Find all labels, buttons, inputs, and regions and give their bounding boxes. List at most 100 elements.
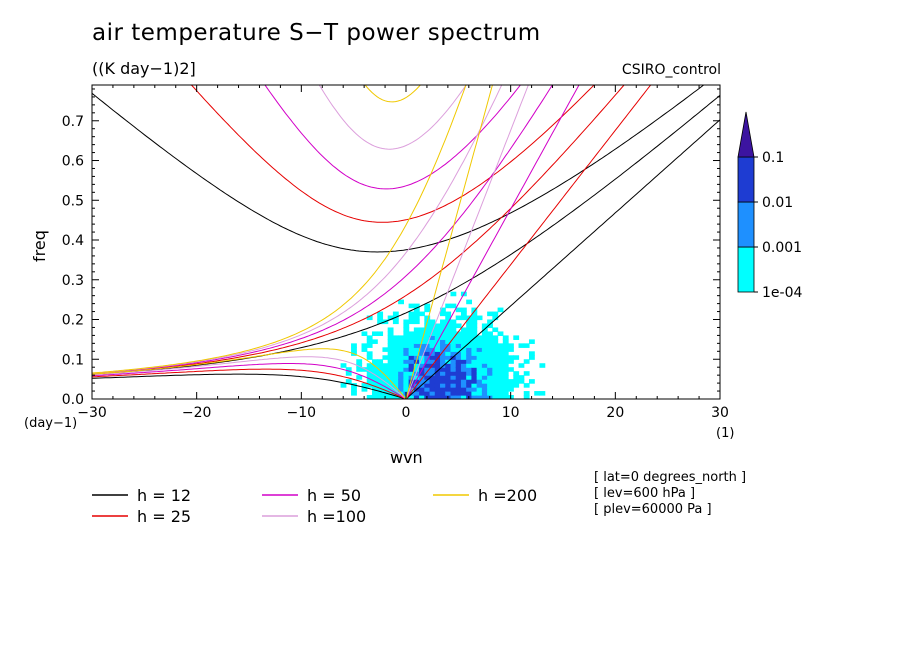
spectrum-cell: [361, 343, 368, 348]
spectrum-cell: [502, 335, 509, 340]
spectrum-cell: [382, 375, 389, 380]
spectrum-cell: [392, 387, 399, 392]
spectrum-cell: [424, 351, 431, 356]
spectrum-cell: [429, 383, 436, 388]
spectrum-cell: [440, 319, 446, 325]
spectrum-cell: [434, 383, 441, 388]
info-lat: [ lat=0 degrees_north ]: [594, 470, 747, 485]
spectrum-cell: [434, 335, 441, 340]
dispersion-100: [92, 85, 529, 399]
spectrum-cell: [492, 379, 499, 384]
spectrum-cell: [487, 379, 493, 384]
spectrum-cell: [408, 319, 415, 325]
spectrum-cell: [413, 307, 420, 313]
spectrum-cell: [445, 371, 452, 376]
spectrum-cell: [450, 375, 457, 380]
spectrum-cell: [445, 363, 452, 368]
spectrum-cell: [455, 383, 462, 388]
spectrum-cell: [351, 343, 357, 348]
spectrum-cell: [539, 391, 546, 396]
spectrum-cell: [398, 343, 404, 348]
spectrum-cell: [419, 371, 425, 376]
spectrum-cell: [481, 379, 488, 384]
spectrum-cell: [387, 315, 394, 321]
spectrum-cell: [413, 315, 420, 321]
legend-label: h =200: [478, 486, 537, 505]
x-tick-label: 20: [606, 405, 624, 421]
spectrum-cell: [523, 371, 530, 376]
spectrum-cell: [502, 363, 509, 368]
spectrum-cell: [460, 363, 467, 368]
spectrum-cell: [387, 391, 394, 396]
spectrum-cell: [492, 375, 499, 380]
colorbar-segment: [737, 246, 755, 293]
spectrum-cell: [382, 387, 389, 392]
legend-label: h = 12: [137, 486, 191, 505]
spectrum-cell: [413, 379, 420, 384]
spectrum-cell: [450, 351, 457, 356]
spectrum-cell: [497, 379, 504, 384]
spectrum-cell: [471, 315, 478, 321]
spectrum-cell: [440, 347, 446, 352]
spectrum-cell: [492, 311, 499, 317]
spectrum-cell: [466, 383, 473, 388]
spectrum-cell: [471, 339, 478, 344]
spectrum-cell: [471, 311, 478, 317]
spectrum-cell: [471, 331, 478, 337]
spectrum-cell: [466, 391, 473, 396]
spectrum-cell: [403, 335, 410, 340]
spectrum-cell: [471, 319, 478, 325]
units-label: ((K day−1)2]: [92, 59, 196, 78]
spectrum-cell: [356, 367, 363, 372]
spectrum-cell: [497, 367, 504, 372]
spectrum-cell: [392, 351, 399, 356]
spectrum-cell: [440, 343, 446, 348]
spectrum-cell: [481, 331, 488, 337]
spectrum-cell: [492, 343, 499, 348]
spectrum-cell: [513, 383, 520, 388]
spectrum-cell: [429, 379, 436, 384]
spectrum-cell: [398, 335, 404, 340]
spectrum-cell: [455, 363, 462, 368]
rossby-wave-curve: [92, 356, 407, 399]
spectrum-cell: [371, 395, 378, 399]
spectrum-cell: [424, 363, 431, 368]
spectrum-cell: [528, 355, 535, 360]
spectrum-cell: [356, 375, 363, 380]
spectrum-cell: [476, 367, 483, 372]
spectrum-cell: [377, 379, 384, 384]
spectrum-cell: [398, 363, 404, 368]
spectrum-cell: [471, 391, 478, 396]
spectrum-cell: [487, 323, 493, 329]
y-axis-label: freq: [30, 230, 49, 262]
spectrum-cell: [492, 355, 499, 360]
spectrum-cell: [440, 351, 446, 356]
spectrum-cell: [508, 359, 514, 364]
spectrum-cell: [419, 331, 425, 337]
spectrum-cell: [466, 379, 473, 384]
spectrum-cell: [508, 387, 514, 392]
spectrum-cell: [424, 347, 431, 352]
kelvin-wave-curve: [405, 85, 580, 399]
spectrum-cell: [408, 351, 415, 356]
mrg-wave-curve: [92, 85, 503, 374]
spectrum-cell: [419, 391, 425, 396]
y-tick-label: 0.4: [62, 233, 84, 249]
spectrum-cell: [450, 303, 457, 309]
spectrum-cell: [392, 371, 399, 376]
rossby-wave-curve: [92, 373, 407, 399]
spectrum-cell: [398, 355, 404, 360]
spectrum-cell: [445, 315, 452, 321]
spectrum-cell: [424, 307, 431, 313]
spectrum-cell: [487, 355, 493, 360]
spectrum-cell: [398, 339, 404, 344]
spectrum-cell: [371, 391, 378, 396]
spectrum-cell: [387, 371, 394, 376]
spectrum-cell: [534, 391, 541, 396]
spectrum-cell: [419, 379, 425, 384]
spectrum-cell: [487, 351, 493, 356]
spectrum-cell: [502, 379, 509, 384]
spectrum-cell: [445, 331, 452, 337]
spectrum-cell: [361, 387, 368, 392]
colorbar-segment: [737, 201, 755, 248]
